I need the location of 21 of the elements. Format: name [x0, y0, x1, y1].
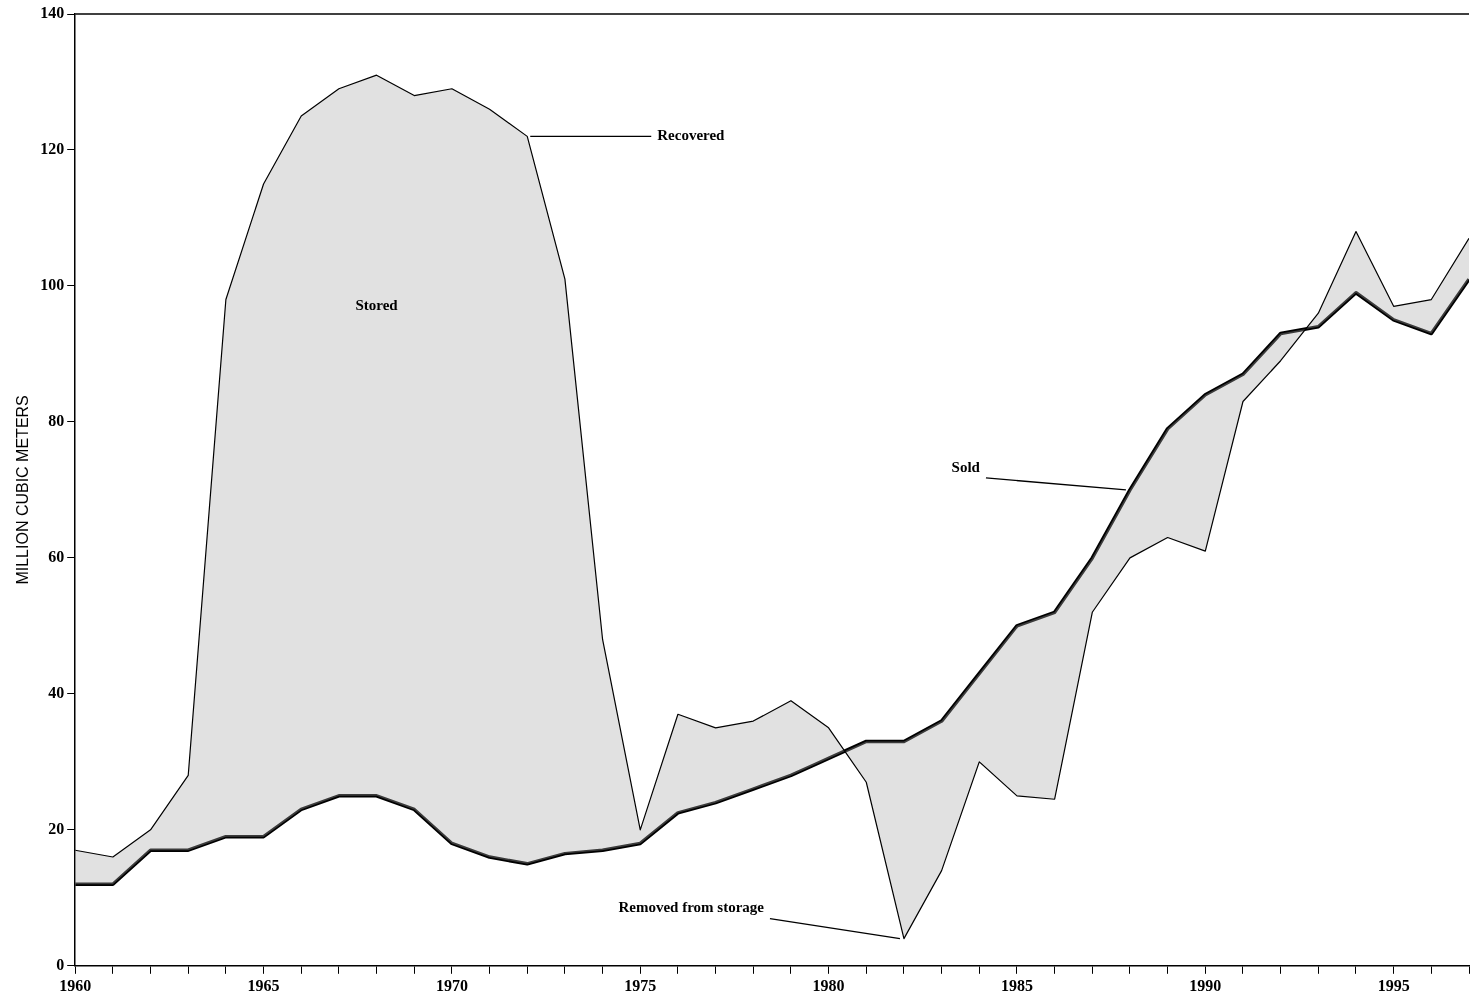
- x-tick-label: 1990: [1189, 976, 1222, 994]
- annotation: Stored: [355, 297, 399, 314]
- x-tick-label: 1960: [59, 976, 92, 994]
- annotation: Sold: [951, 458, 981, 475]
- x-tick-label: 1970: [435, 976, 468, 994]
- x-tick-label: 1975: [624, 976, 657, 994]
- y-tick-label: 80: [48, 412, 65, 430]
- y-tick-label: 40: [48, 684, 65, 701]
- y-tick-label: 140: [40, 4, 65, 22]
- y-tick-label: 120: [40, 140, 65, 158]
- annotation: Recovered: [657, 127, 726, 144]
- y-tick-label: 20: [48, 819, 65, 837]
- y-axis-title: MILLION CUBIC METERS: [14, 395, 32, 585]
- x-tick-label: 1995: [1377, 976, 1410, 994]
- y-tick-label: 0: [56, 955, 65, 973]
- x-tick-label: 1985: [1000, 976, 1033, 994]
- annotation: Removed from storage: [618, 899, 765, 916]
- x-tick-label: 1965: [247, 976, 280, 994]
- y-tick-label: 100: [40, 276, 65, 294]
- y-tick-label: 60: [48, 548, 65, 566]
- x-tick-label: 1980: [812, 976, 845, 994]
